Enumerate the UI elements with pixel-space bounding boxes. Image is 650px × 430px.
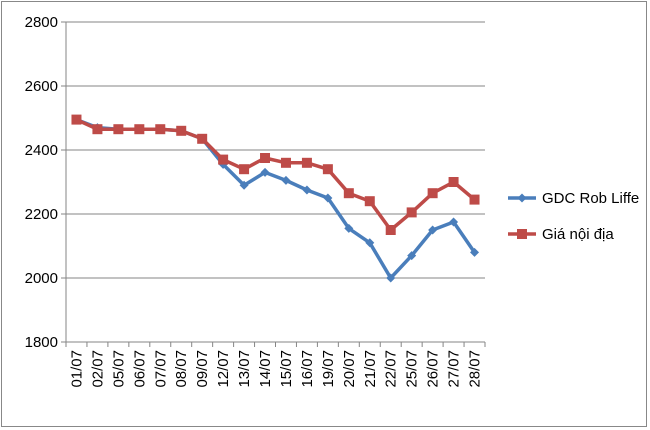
square-marker (134, 124, 145, 135)
x-tick-label: 21/07 (362, 350, 379, 388)
square-marker (301, 157, 312, 168)
x-tick-label: 06/07 (131, 350, 148, 388)
y-tick-label: 2400 (25, 142, 58, 159)
diamond-marker (344, 223, 354, 233)
x-tick-label: 22/07 (383, 350, 400, 388)
square-marker (155, 124, 166, 135)
diamond-marker (323, 193, 333, 203)
square-marker (280, 157, 291, 168)
diamond-marker (470, 247, 480, 257)
square-marker (92, 124, 103, 135)
square-marker (469, 194, 480, 205)
y-tick-label: 2800 (25, 14, 58, 31)
legend-label-1: Giá nội địa (542, 226, 614, 243)
x-axis-ticks: 01/07 02/07 05/07 06/07 07/07 08/07 09/07 12/07… (65, 342, 486, 388)
diamond-marker (365, 238, 375, 248)
y-tick-label: 2000 (25, 270, 58, 287)
square-marker (322, 164, 333, 175)
x-tick-label: 09/07 (194, 350, 211, 388)
diamond-marker (386, 273, 396, 283)
legend-square-marker (517, 229, 527, 239)
legend-label-0: GDC Rob Liffe (542, 190, 639, 207)
square-marker (385, 225, 396, 235)
x-tick-label: 26/07 (425, 350, 442, 388)
x-tick-label: 25/07 (404, 350, 421, 388)
diamond-marker (407, 251, 417, 261)
x-tick-label: 12/07 (215, 350, 232, 388)
x-tick-label: 28/07 (467, 350, 484, 388)
square-marker (448, 177, 459, 187)
legend: GDC Rob Liffe Giá nội địa (508, 190, 639, 243)
x-tick-label: 15/07 (278, 350, 295, 388)
x-tick-label: 05/07 (110, 350, 127, 388)
legend-diamond-marker (517, 193, 527, 203)
y-tick-label: 1800 (25, 334, 58, 351)
y-tick-label: 2200 (25, 206, 58, 223)
diamond-marker (239, 180, 249, 190)
square-marker (343, 188, 354, 199)
square-marker (427, 188, 438, 199)
x-tick-label: 02/07 (89, 350, 106, 388)
x-tick-label: 07/07 (152, 350, 169, 388)
gridlines (66, 21, 485, 279)
x-tick-label: 27/07 (446, 350, 463, 388)
square-marker (239, 164, 250, 175)
diamond-marker (302, 185, 312, 195)
x-tick-label: 01/07 (68, 350, 85, 388)
square-marker (113, 124, 124, 135)
square-marker (406, 207, 417, 218)
diamond-marker (449, 217, 459, 227)
square-marker (260, 153, 271, 163)
series-markers (71, 114, 480, 283)
axes (65, 22, 485, 343)
y-axis-ticks: 1800 2000 2200 2400 2600 2800 (25, 14, 66, 351)
x-tick-label: 19/07 (320, 350, 337, 388)
x-tick-label: 20/07 (341, 350, 358, 388)
diamond-marker (428, 225, 438, 235)
x-tick-label: 16/07 (299, 350, 316, 388)
square-marker (176, 125, 187, 136)
x-tick-label: 13/07 (236, 350, 253, 388)
square-marker (364, 196, 375, 207)
diamond-marker (281, 175, 291, 185)
y-tick-label: 2600 (25, 78, 58, 95)
x-tick-label: 14/07 (257, 350, 274, 388)
square-marker (218, 154, 229, 165)
square-marker (71, 114, 82, 125)
square-marker (197, 133, 208, 144)
diamond-marker (260, 167, 270, 177)
x-tick-label: 08/07 (173, 350, 190, 388)
